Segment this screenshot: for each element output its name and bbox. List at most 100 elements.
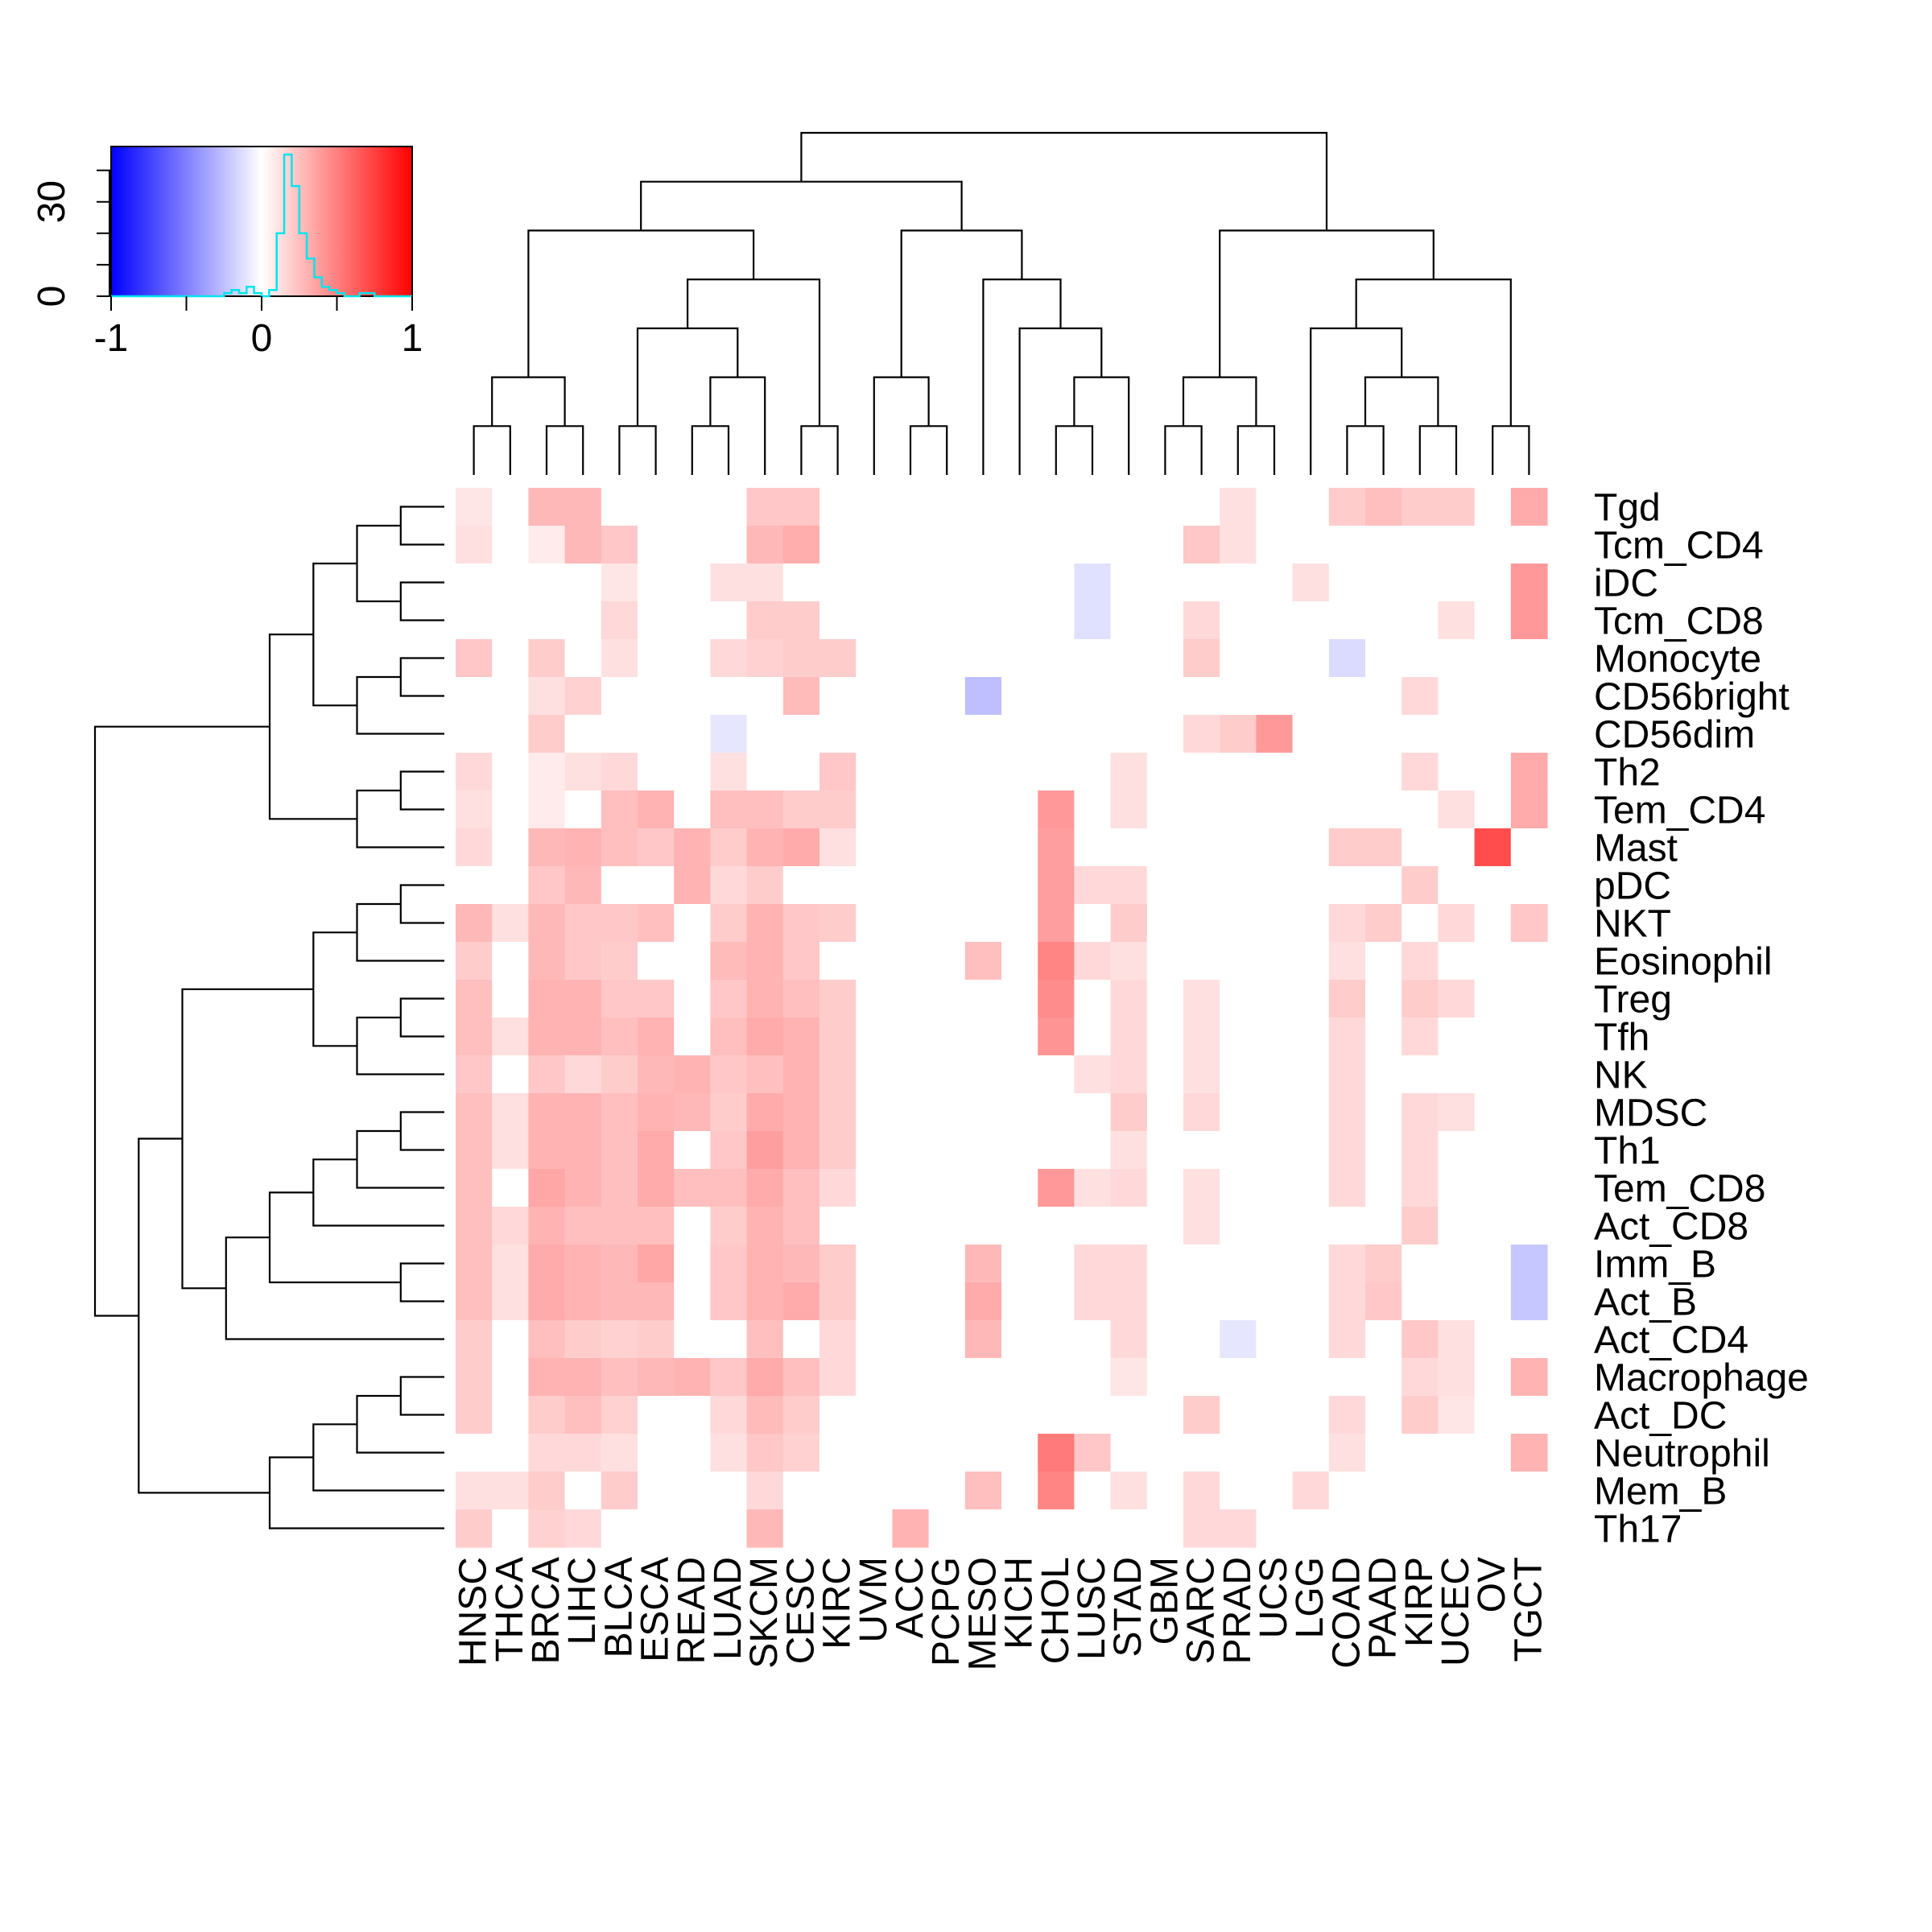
dendrogram-branch <box>1236 425 1276 475</box>
heatmap-cell <box>601 1169 638 1208</box>
heatmap-cell <box>638 1509 675 1548</box>
heatmap-cell <box>1001 715 1038 753</box>
heatmap-cell <box>964 1245 1002 1283</box>
heatmap-cell <box>601 1358 638 1397</box>
heatmap-cell <box>782 1131 820 1170</box>
heatmap-cell <box>1110 866 1148 905</box>
heatmap-cell <box>1074 1358 1112 1397</box>
column-label: PAAD <box>1362 1557 1405 1659</box>
heatmap-cell <box>1474 1396 1512 1435</box>
heatmap-cell <box>1402 1320 1439 1359</box>
heatmap-cell <box>710 791 748 829</box>
heatmap-cell <box>1474 942 1512 980</box>
heatmap-cell <box>1110 1018 1148 1056</box>
heatmap-cell <box>1438 904 1476 943</box>
dendrogram-branch <box>1219 229 1435 378</box>
heatmap-cell <box>746 791 784 829</box>
heatmap-cell <box>1292 1245 1330 1283</box>
heatmap-cell <box>1220 1509 1257 1548</box>
heatmap-cell <box>1074 1093 1112 1132</box>
heatmap-cell <box>1510 1358 1548 1397</box>
heatmap-cell <box>1292 753 1330 791</box>
dendrogram-branch <box>800 425 839 475</box>
heatmap-cell <box>601 980 638 1018</box>
heatmap-cell <box>1402 526 1439 564</box>
heatmap-cell <box>674 1434 711 1472</box>
heatmap-cell <box>1074 828 1112 867</box>
heatmap-cell <box>638 1396 675 1435</box>
heatmap-cell <box>1328 1169 1366 1208</box>
heatmap-cell <box>819 1434 857 1472</box>
dendrogram-branch <box>491 376 566 427</box>
heatmap-cell <box>1328 564 1366 602</box>
heatmap-cell <box>1292 942 1330 980</box>
heatmap-cell <box>964 601 1002 640</box>
heatmap-cell <box>819 1018 857 1056</box>
heatmap-cell <box>1438 1169 1476 1208</box>
heatmap-cell <box>1183 1358 1220 1397</box>
heatmap-cell <box>601 1245 638 1283</box>
heatmap-cell <box>782 1245 820 1283</box>
heatmap-cell <box>1001 1434 1038 1472</box>
heatmap-cell <box>528 1131 566 1170</box>
heatmap-cell <box>710 1245 748 1283</box>
heatmap-cell <box>1074 488 1112 526</box>
row-label: Tcm_CD4 <box>1594 525 1764 568</box>
dendrogram-branch <box>225 1236 444 1340</box>
heatmap-cell <box>928 828 966 867</box>
row-label: Macrophage <box>1594 1357 1809 1400</box>
heatmap-cell <box>1474 1509 1512 1548</box>
dendrogram-branch <box>527 229 755 378</box>
row-label: Act_DC <box>1594 1395 1727 1438</box>
dendrogram-branch <box>618 425 657 475</box>
heatmap-cell <box>1474 488 1512 526</box>
heatmap-cell <box>1001 601 1038 640</box>
row-label: Tgd <box>1594 487 1661 530</box>
heatmap-cell <box>1438 564 1476 602</box>
heatmap-cell <box>528 1055 566 1094</box>
heatmap-cell <box>564 564 602 602</box>
heatmap-cell <box>528 564 566 602</box>
heatmap-cell <box>1038 753 1075 791</box>
heatmap-cell <box>492 601 529 640</box>
heatmap-cell <box>601 1509 638 1548</box>
heatmap-cell <box>492 1509 529 1548</box>
heatmap-cell <box>1220 1358 1257 1397</box>
heatmap-cell <box>1220 1131 1257 1170</box>
heatmap-cell <box>819 1509 857 1548</box>
heatmap-cell <box>964 1131 1002 1170</box>
heatmap-cell <box>819 488 857 526</box>
dendrogram-branch <box>909 425 948 475</box>
heatmap-cell <box>1510 1509 1548 1548</box>
heatmap-cell <box>674 526 711 564</box>
heatmap-cell <box>928 677 966 716</box>
heatmap-cell <box>1328 488 1366 526</box>
heatmap-cell <box>492 791 529 829</box>
heatmap-cell <box>564 980 602 1018</box>
heatmap-cell <box>1110 828 1148 867</box>
column-label: PRAD <box>1216 1557 1259 1664</box>
heatmap-cell <box>782 715 820 753</box>
heatmap-cell <box>1328 601 1366 640</box>
heatmap-cell <box>456 866 493 905</box>
column-label: ESCA <box>634 1557 677 1662</box>
heatmap-cell <box>1183 791 1220 829</box>
heatmap-cell <box>1038 1245 1075 1283</box>
heatmap-cell <box>746 1434 784 1472</box>
heatmap-cell <box>1256 526 1294 564</box>
heatmap-cell <box>1146 828 1184 867</box>
color-key-count-label: 0 <box>31 286 73 308</box>
heatmap-cell <box>1365 1434 1402 1472</box>
heatmap-cell <box>1220 904 1257 943</box>
heatmap-cell <box>1001 488 1038 526</box>
heatmap-cell <box>528 828 566 867</box>
heatmap-cell <box>856 1055 893 1094</box>
heatmap-cell <box>601 526 638 564</box>
heatmap-cell <box>892 1018 930 1056</box>
heatmap-cell <box>856 526 893 564</box>
heatmap-cell <box>1146 1509 1184 1548</box>
heatmap-cell <box>1438 715 1476 753</box>
heatmap-cell <box>1510 753 1548 791</box>
heatmap-cell <box>564 1245 602 1283</box>
row-label: Th2 <box>1594 752 1661 795</box>
